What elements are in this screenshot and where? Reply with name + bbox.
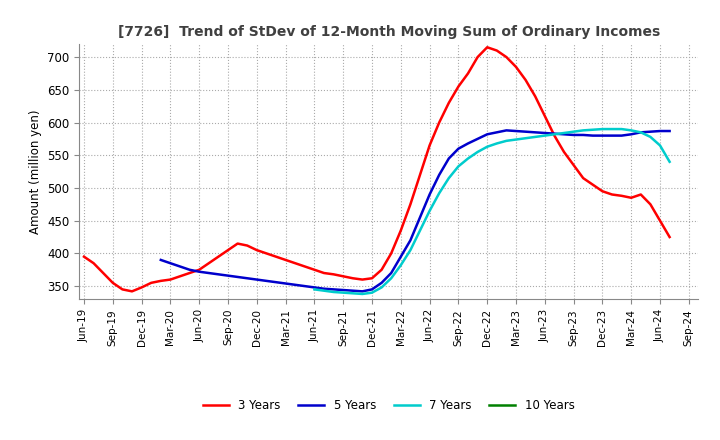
Y-axis label: Amount (million yen): Amount (million yen) — [29, 110, 42, 234]
Legend: 3 Years, 5 Years, 7 Years, 10 Years: 3 Years, 5 Years, 7 Years, 10 Years — [198, 394, 580, 417]
Title: [7726]  Trend of StDev of 12-Month Moving Sum of Ordinary Incomes: [7726] Trend of StDev of 12-Month Moving… — [117, 25, 660, 39]
